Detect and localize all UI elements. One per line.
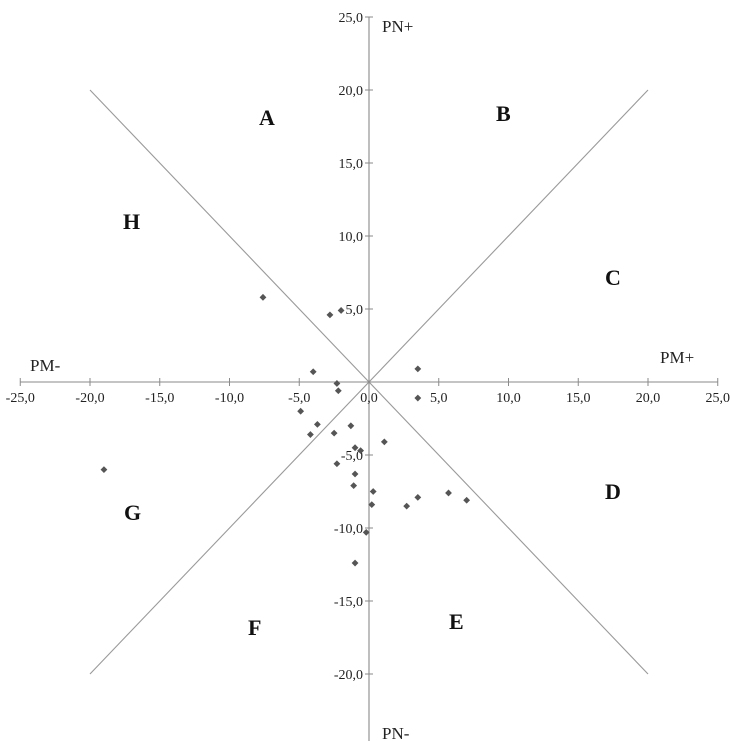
- data-point: [326, 311, 334, 319]
- data-point: [368, 501, 376, 509]
- x-tick-label: -25,0: [6, 391, 35, 406]
- data-point: [445, 489, 452, 497]
- y-tick-label: 20,0: [339, 84, 364, 99]
- y-positive-label: PN+: [382, 17, 413, 36]
- y-tick-label: -5,0: [341, 449, 363, 464]
- data-point: [347, 422, 355, 430]
- data-point: [330, 429, 338, 437]
- data-point: [309, 368, 317, 376]
- data-point: [333, 460, 341, 468]
- y-tick-label: -15,0: [334, 595, 363, 610]
- data-point: [351, 559, 359, 567]
- data-point: [100, 466, 108, 473]
- region-d-label: D: [605, 479, 621, 504]
- data-point: [333, 380, 341, 387]
- x-tick-label: -5,0: [288, 391, 310, 406]
- data-point: [362, 528, 370, 536]
- axes: [19, 16, 719, 741]
- x-tick-label: 10,0: [496, 391, 521, 406]
- data-point: [313, 420, 321, 428]
- y-tick-label: 10,0: [339, 230, 364, 245]
- y-tick-label: -20,0: [334, 668, 363, 683]
- data-point: [297, 407, 305, 415]
- x-tick-label: -15,0: [145, 391, 174, 406]
- data-point: [350, 482, 358, 490]
- x-tick-label: -20,0: [75, 391, 104, 406]
- region-f-label: F: [248, 615, 261, 640]
- data-point: [414, 493, 422, 501]
- y-tick-label: 25,0: [339, 11, 364, 26]
- y-tick-label: 15,0: [339, 157, 364, 172]
- x-negative-label: PM-: [30, 356, 61, 375]
- region-a-label: A: [259, 105, 275, 130]
- x-tick-label: 15,0: [566, 391, 591, 406]
- data-points: [100, 293, 471, 567]
- data-point: [259, 293, 267, 301]
- x-tick-label: 0,0: [360, 391, 378, 406]
- x-tick-label: 5,0: [430, 391, 448, 406]
- x-tick-label: 20,0: [636, 391, 661, 406]
- data-point: [369, 488, 377, 495]
- data-point: [414, 394, 422, 402]
- x-tick-label: 25,0: [706, 391, 730, 406]
- data-point: [380, 438, 388, 446]
- data-point: [357, 447, 365, 455]
- data-point: [414, 365, 422, 373]
- data-point: [351, 444, 359, 452]
- data-point: [307, 431, 314, 438]
- y-negative-label: PN-: [382, 724, 410, 741]
- y-tick-label: 5,0: [346, 303, 364, 318]
- data-point: [403, 502, 411, 510]
- region-h-label: H: [123, 209, 140, 234]
- data-point: [463, 496, 471, 504]
- region-b-label: B: [496, 101, 511, 126]
- region-e-label: E: [449, 609, 464, 634]
- x-tick-label: -10,0: [215, 391, 244, 406]
- region-c-label: C: [605, 265, 621, 290]
- y-tick-label: -10,0: [334, 522, 363, 537]
- data-point: [334, 387, 342, 395]
- tick-labels: -25,0 -20,0 -15,0 -10,0 -5,0 0,0 5,0 10,0 15,0 20…: [6, 11, 730, 683]
- x-positive-label: PM+: [660, 348, 694, 367]
- region-g-label: G: [124, 500, 141, 525]
- data-point: [351, 470, 359, 478]
- data-point: [337, 307, 345, 314]
